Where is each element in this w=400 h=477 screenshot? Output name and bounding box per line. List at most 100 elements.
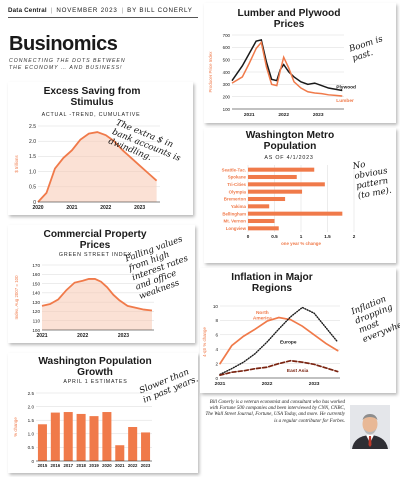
y-tick-label: 0 (215, 376, 218, 381)
y-axis-label: Index, Aug 2007 = 100 (14, 275, 19, 320)
bar (248, 189, 303, 194)
y-tick-label: 2.5 (29, 124, 36, 130)
chart-subtitle: APRIL 1 ESTIMATES (63, 379, 128, 385)
bar (89, 416, 99, 461)
y-tick-label: 200 (223, 94, 231, 99)
category-label: Mt. Vernon (224, 219, 247, 224)
x-tick-label: 2021 (244, 112, 255, 118)
y-tick-label: 2.0 (28, 404, 35, 409)
y-tick-label: 2.5 (28, 391, 35, 396)
y-tick-label: 170 (32, 263, 40, 268)
metro-population-chart: 0 0.5 1 1.5 2 Seattle-Tac. Spokane Tri-Cities Ol… (222, 165, 356, 246)
bar (248, 211, 343, 216)
y-tick-label: 8 (215, 318, 218, 323)
category-label: Seattle-Tac. (222, 167, 246, 172)
y-tick-label: 2.0 (29, 139, 36, 145)
category-label: Spokane (228, 175, 247, 180)
bar (248, 226, 279, 231)
y-tick-label: 0 (33, 200, 36, 206)
y-tick-label: 140 (32, 291, 40, 296)
y-tick-label: 100 (32, 328, 40, 333)
area-fill (42, 278, 152, 330)
bar (102, 412, 112, 461)
chart-title: Commercial Property Prices (43, 229, 147, 251)
y-tick-label: 1.5 (29, 154, 36, 160)
x-tick-label: 2015 (38, 463, 48, 468)
category-label: Yakima (231, 204, 247, 209)
y-tick-label: 10 (213, 304, 219, 309)
y-tick-label: 100 (223, 107, 231, 112)
y-tick-label: 1.0 (29, 169, 36, 175)
price-line (41, 278, 153, 312)
series-line-plywood (231, 39, 343, 92)
x-tick-label: 2022 (278, 112, 289, 118)
bar (248, 174, 297, 180)
bar (37, 424, 47, 461)
y-tick-label: 120 (32, 309, 40, 314)
y-axis-label: % change (13, 417, 18, 437)
bar (248, 218, 275, 224)
y-tick-label: 500 (223, 57, 231, 62)
series-label: North (256, 310, 269, 316)
bar (248, 167, 315, 172)
y-tick-label: 1.5 (28, 418, 35, 423)
series-label: Europe (280, 339, 297, 345)
chart-subtitle: ACTUAL -TREND, CUMULATIVE (41, 112, 141, 118)
author-portrait-icon (350, 405, 390, 449)
excess-saving-chart: 0 0.5 1.0 1.5 2.0 2.5 $ trillions 2020 2021 2022 2… (14, 124, 160, 211)
header-rule (8, 17, 198, 18)
x-tick-label: 2021 (115, 463, 125, 468)
y-tick-label: 150 (32, 281, 40, 286)
y-tick-label: 130 (32, 300, 40, 305)
x-tick-label: 2 (353, 234, 356, 239)
bar (141, 432, 151, 461)
chart-title: Excess Saving from Stimulus (43, 86, 141, 108)
bar (50, 412, 60, 461)
y-tick-label: 0.5 (28, 445, 35, 450)
series-label: Lumber (336, 98, 354, 104)
card-lumber-plywood: Lumber and Plywood Prices 100 200 300 400 50… (204, 3, 396, 123)
x-tick-label: 2016 (51, 463, 61, 468)
bar (63, 412, 73, 461)
issue-date: NOVEMBER 2023 (56, 7, 118, 14)
saving-line (37, 131, 158, 203)
y-tick-label: 400 (223, 70, 231, 75)
x-tick-label: 2022 (100, 205, 111, 211)
y-tick-label: 600 (223, 45, 231, 50)
series-line (219, 316, 339, 365)
x-tick-label: 2022 (77, 333, 88, 339)
series-label: America (253, 316, 272, 322)
byline: BY BILL CONERLY (127, 7, 193, 14)
x-tick-label: 2023 (118, 333, 129, 339)
y-tick-label: 0.5 (29, 185, 36, 191)
x-tick-label: 1 (300, 234, 303, 239)
x-tick-label: 2017 (63, 463, 73, 468)
y-tick-label: 160 (32, 272, 40, 277)
y-tick-label: 300 (223, 82, 231, 87)
series-line (219, 359, 339, 376)
series-line (219, 306, 339, 376)
chart-subtitle: GREEN STREET INDEX (58, 252, 133, 258)
series-line-lumber (231, 40, 343, 97)
area-fill (38, 132, 157, 202)
x-tick-label: 2023 (309, 381, 320, 387)
y-axis-label: $ trillions (14, 155, 19, 173)
category-label: Olympia (229, 189, 247, 194)
x-tick-label: 2023 (134, 205, 145, 211)
x-tick-label: 2019 (89, 463, 99, 468)
handwritten-note: No obvious pattern (to me). (352, 159, 393, 202)
x-tick-label: 2023 (313, 112, 324, 118)
x-tick-label: 2021 (215, 381, 226, 387)
commercial-property-chart: 100 110 120 130 140 150 160 170 Index, Aug 2007 … (14, 263, 154, 339)
section-label: Data Central (8, 7, 47, 14)
y-tick-label: 6 (215, 333, 218, 338)
x-tick-label: 2021 (66, 205, 77, 211)
y-axis-label: Producer Price Index (208, 51, 213, 93)
y-tick-label: 4 (215, 347, 218, 352)
category-label: Longview (226, 226, 247, 231)
tagline-line-2: THE ECONOMY … AND BUSINESS! (9, 65, 123, 71)
y-tick-label: 110 (33, 319, 41, 324)
lumber-plywood-chart: 100 200 300 400 500 600 700 Producer Price Inde… (208, 33, 356, 118)
population-growth-chart: 0 0.5 1.0 1.5 2.0 2.5 % change 2015 2016 2017 2018… (13, 391, 152, 468)
